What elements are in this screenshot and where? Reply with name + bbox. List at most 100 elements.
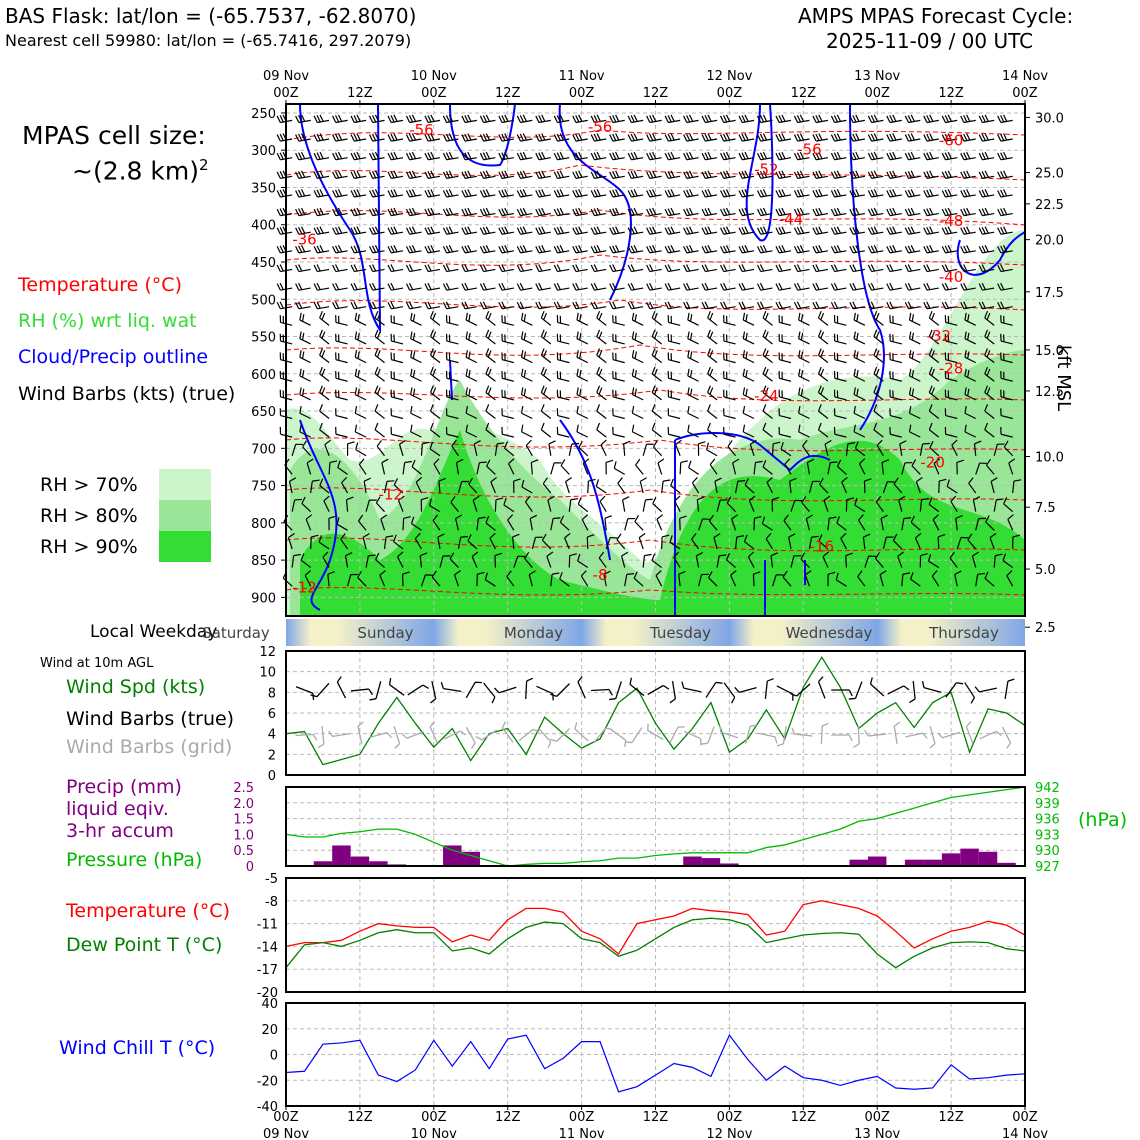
wind-barb-feather xyxy=(741,245,746,253)
wind-barb-feather xyxy=(467,189,472,197)
wind-barb-shaft xyxy=(621,555,626,568)
wind-barb-905 xyxy=(753,515,762,531)
wind-barb-feather xyxy=(559,133,564,141)
wind-barb-feather xyxy=(576,405,579,414)
wind-barb-feather xyxy=(765,532,772,540)
wind-barb-501 xyxy=(667,333,681,345)
wind-barb-338 xyxy=(609,264,625,273)
wind-barb-497 xyxy=(596,329,607,345)
wind-barb-394 xyxy=(904,282,921,291)
wind-barb-shaft xyxy=(901,518,905,531)
wind-barb-feather xyxy=(892,533,898,541)
wind-barb-feather xyxy=(742,331,746,339)
wind-barb-feather xyxy=(535,208,540,216)
sfc-true-barb-feather xyxy=(662,684,670,690)
wind-barb-210 xyxy=(461,207,478,217)
wind-barb-feather xyxy=(427,226,432,235)
wind-barb-shaft xyxy=(411,466,422,475)
wind-barb-feather xyxy=(963,115,968,123)
wind-barb-feather xyxy=(593,301,598,309)
sfc-grid-barb-shaft xyxy=(942,731,960,739)
wind-barb-feather xyxy=(432,514,439,521)
wind-barb-feather xyxy=(947,390,950,398)
precip-bar-18 xyxy=(997,862,1016,866)
wind-barb-feather xyxy=(941,264,946,272)
wind-barb-shaft xyxy=(709,464,718,475)
wind-barb-772 xyxy=(508,458,515,475)
wind-barb-shaft xyxy=(852,306,865,310)
wind-barb-feather xyxy=(578,226,583,234)
wind-barb-feather xyxy=(812,227,817,235)
wind-barb-feather xyxy=(920,553,928,557)
wind-barb-shaft xyxy=(502,415,515,420)
wind-barb-feather xyxy=(432,331,437,339)
wind-barb-shaft xyxy=(299,394,311,401)
wind-barb-feather xyxy=(997,115,1002,123)
wind-barb-931 xyxy=(489,532,496,550)
wind-barb-feather xyxy=(332,264,337,272)
wind-barb-feather xyxy=(815,282,820,290)
wind-barb-feather xyxy=(487,312,492,321)
wind-barb-563 xyxy=(335,371,348,382)
wind-barb-285 xyxy=(368,245,385,254)
wind-barb-feather xyxy=(299,424,302,432)
wind-barb-feather xyxy=(448,170,454,178)
wind-barb-feather xyxy=(412,332,416,341)
wind-barb-feather xyxy=(424,190,429,198)
wind-barb-feather xyxy=(886,227,891,235)
wind-barb-feather xyxy=(873,348,878,356)
wind-barb-feather xyxy=(516,152,522,161)
wind-barb-feather xyxy=(368,152,374,161)
wind-barb-feather xyxy=(833,115,839,123)
wind-barb-feather xyxy=(593,282,598,290)
wind-barb-feather xyxy=(830,208,836,216)
wind-barb-238 xyxy=(978,207,995,217)
wind-barb-feather xyxy=(485,422,490,430)
wind-barb-feather xyxy=(609,246,614,254)
wind-barb-472 xyxy=(873,310,884,326)
wind-barb-317 xyxy=(960,245,976,254)
wind-barb-1026 xyxy=(771,574,784,587)
wind-barb-feather xyxy=(875,387,880,395)
wind-barb-742 xyxy=(697,441,706,456)
wind-barb-feather xyxy=(830,246,836,254)
wind-barb-feather xyxy=(540,366,545,375)
wind-barb-feather xyxy=(347,441,355,445)
wind-barb-feather xyxy=(575,152,580,160)
wind-barb-216 xyxy=(572,207,588,217)
temp-ytick-label-4: -17 xyxy=(257,963,278,978)
wind-barb-shaft xyxy=(890,340,902,345)
wind-barb-feather xyxy=(551,572,560,575)
top-date-label-0: 09 Nov xyxy=(263,69,309,84)
wind-barb-587 xyxy=(778,371,792,382)
wind-barb-355 xyxy=(923,264,939,273)
wind-barb-feather xyxy=(337,245,343,253)
wind-ytick-label-6: 12 xyxy=(259,645,276,660)
wind-barb-feather xyxy=(590,134,595,142)
wind-barb-feather xyxy=(332,208,337,216)
wind-barb-feather xyxy=(424,227,429,235)
wind-barb-feather xyxy=(667,389,670,397)
wind-barb-feather xyxy=(960,208,965,216)
wind-barb-feather xyxy=(686,264,691,272)
wind-barb-feather xyxy=(411,170,417,178)
wind-barb-feather xyxy=(553,171,559,179)
wind-barb-feather xyxy=(649,282,654,290)
wind-barb-feather xyxy=(964,387,967,395)
sfc-true-barb-shaft xyxy=(536,685,554,695)
wind-barb-feather xyxy=(443,555,451,557)
wind-barb-shaft xyxy=(335,396,348,401)
wind-barb-409 xyxy=(442,301,459,310)
wind-barb-shaft xyxy=(673,557,681,568)
wind-barb-feather xyxy=(812,246,817,254)
wind-barb-shaft xyxy=(910,521,921,531)
wind-barb-shaft xyxy=(945,340,958,345)
legend-swatch-rh90 xyxy=(159,531,211,562)
wind-barb-feather xyxy=(798,312,801,321)
wind-barb-feather xyxy=(332,283,337,291)
wind-barb-feather xyxy=(489,532,496,539)
wind-barb-feather xyxy=(634,370,637,378)
wind-barb-feather xyxy=(874,552,880,559)
wind-barb-feather xyxy=(793,190,799,198)
wind-barb-shaft xyxy=(798,375,810,382)
